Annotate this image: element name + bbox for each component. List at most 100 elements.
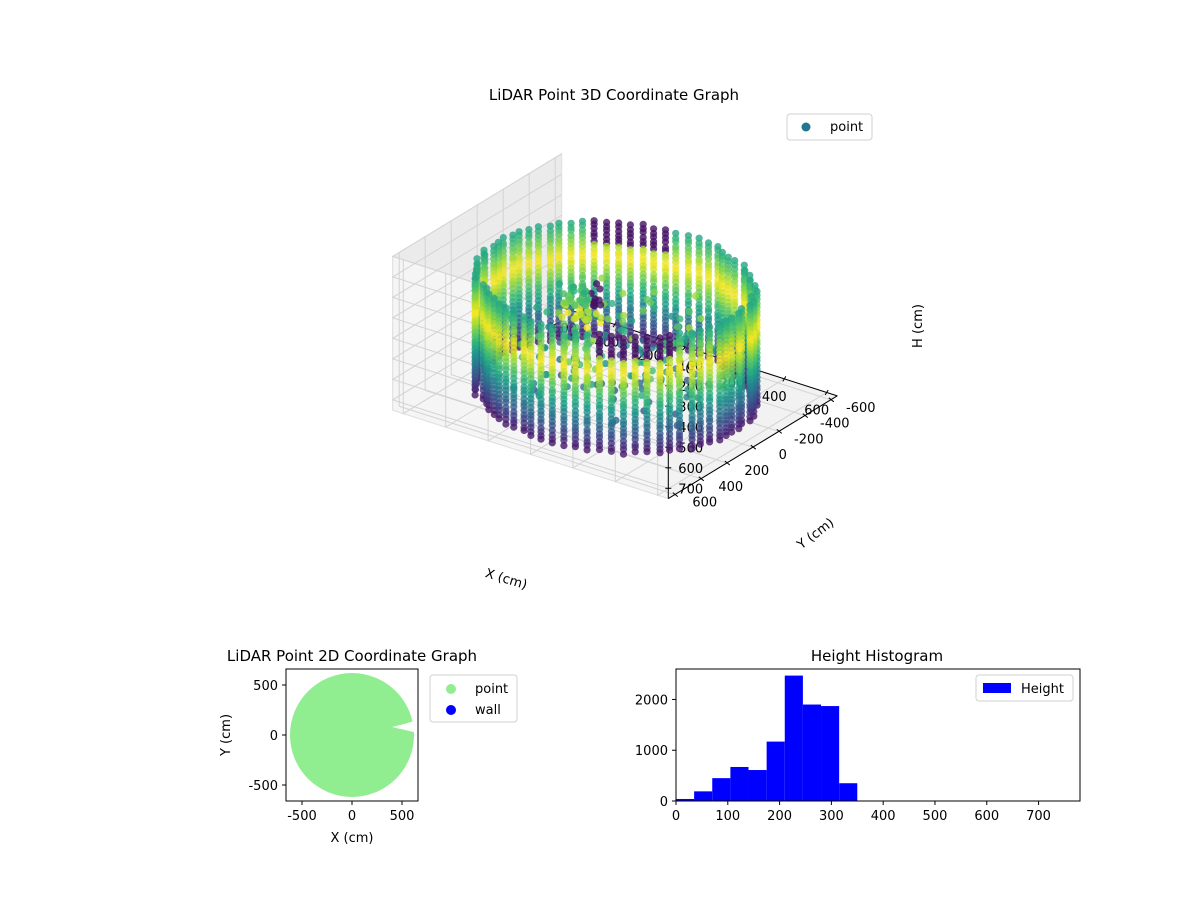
chart-3d-point bbox=[672, 229, 680, 237]
chart-3d-point bbox=[548, 380, 556, 389]
chart-3d-title: LiDAR Point 3D Coordinate Graph bbox=[489, 86, 739, 104]
chart-hist-y-tick-label: 1000 bbox=[635, 744, 668, 759]
chart-3d-point bbox=[562, 299, 570, 307]
chart-3d-point bbox=[697, 315, 705, 323]
chart-hist-x-tick-label: 300 bbox=[819, 809, 844, 824]
chart-3d-point bbox=[695, 267, 703, 275]
chart-3d-point bbox=[525, 270, 533, 278]
chart-3d-point bbox=[672, 238, 680, 246]
chart-3d-point bbox=[735, 366, 743, 375]
chart-hist-ticks: 0 100 200 300 400 500 600 700 0 1000 2000 bbox=[635, 693, 1051, 824]
chart-3d-point bbox=[525, 241, 533, 250]
chart-3d-point bbox=[650, 277, 658, 286]
chart-3d-point bbox=[560, 436, 568, 444]
chart-2d-y-tick-label: -500 bbox=[248, 779, 278, 794]
chart-hist-x-tick-label: 0 bbox=[672, 809, 680, 824]
chart-3d-point bbox=[471, 391, 479, 399]
chart-3d-point bbox=[692, 292, 700, 300]
chart-3d-point bbox=[595, 355, 604, 363]
chart-3d-point bbox=[520, 426, 528, 435]
chart-3d-point bbox=[485, 367, 493, 375]
chart-3d-point bbox=[716, 374, 724, 382]
chart-3d-point bbox=[684, 264, 693, 272]
chart-3d-point bbox=[672, 291, 680, 299]
chart-3d-point bbox=[631, 435, 639, 443]
chart-3d-x-tick bbox=[824, 389, 829, 396]
chart-2d-legend: point wall bbox=[429, 674, 518, 723]
chart-3d-y-tick bbox=[802, 413, 809, 418]
chart-3d-point bbox=[666, 446, 674, 454]
chart-3d-point bbox=[631, 382, 639, 390]
chart-3d-point bbox=[735, 425, 743, 433]
chart-3d-point bbox=[601, 360, 610, 368]
chart-3d-point bbox=[656, 404, 664, 412]
chart-3d-point bbox=[706, 417, 714, 425]
chart-3d-point bbox=[543, 308, 551, 316]
chart-hist-bar bbox=[730, 766, 749, 801]
chart-hist-bar bbox=[694, 791, 713, 801]
chart-3d-point bbox=[619, 318, 627, 326]
chart-3d-point bbox=[607, 447, 616, 455]
chart-hist-legend: Height bbox=[975, 674, 1074, 702]
chart-3d-point bbox=[676, 315, 684, 323]
chart-hist-bar bbox=[676, 798, 695, 801]
chart-3d-point bbox=[560, 408, 568, 416]
chart-2d-legend-wall-marker bbox=[446, 705, 456, 715]
chart-hist-bar bbox=[839, 783, 858, 801]
chart-2d-legend-point-label: point bbox=[475, 682, 508, 697]
chart-2d-x-tick-label: 500 bbox=[390, 809, 415, 824]
chart-3d-point bbox=[696, 440, 704, 448]
chart-3d-point bbox=[581, 301, 589, 309]
chart-3d-point bbox=[684, 301, 693, 309]
chart-3d-point bbox=[620, 312, 628, 320]
chart-3d-point bbox=[495, 357, 503, 365]
chart-3d-point bbox=[661, 255, 670, 263]
chart-3d-point bbox=[696, 342, 704, 350]
chart-3d-point bbox=[564, 309, 572, 317]
chart-3d-point bbox=[510, 329, 518, 337]
chart-3d-point bbox=[537, 390, 545, 398]
chart-3d-point bbox=[597, 301, 605, 309]
chart-3d-point bbox=[716, 387, 724, 395]
chart-3d-point bbox=[746, 276, 754, 284]
chart-3d-point bbox=[471, 274, 479, 283]
chart-3d-point bbox=[722, 431, 730, 440]
chart-3d-point bbox=[639, 228, 647, 236]
chart-3d-point bbox=[661, 283, 670, 291]
chart-3d-point bbox=[590, 331, 598, 339]
chart-3d-point bbox=[583, 367, 591, 375]
chart-3d-point bbox=[661, 238, 670, 246]
chart-3d-legend-label: point bbox=[830, 120, 863, 135]
chart-3d-point bbox=[592, 310, 600, 318]
chart-2d-legend-point-marker bbox=[446, 684, 456, 694]
chart-3d-point bbox=[639, 302, 647, 310]
chart-3d-point bbox=[527, 337, 535, 345]
chart-3d-point bbox=[533, 303, 541, 312]
chart-3d-point bbox=[722, 333, 730, 341]
chart-hist-x-tick-label: 200 bbox=[767, 809, 792, 824]
chart-3d-point bbox=[735, 379, 743, 387]
chart-3d-point bbox=[685, 308, 693, 316]
chart-3d-x-tick bbox=[782, 376, 787, 382]
chart-3d-point bbox=[595, 446, 604, 454]
chart-3d-point bbox=[548, 352, 556, 360]
chart-3d-y-tick bbox=[750, 444, 757, 450]
chart-3d-point bbox=[546, 263, 555, 271]
chart-3d-point bbox=[643, 361, 651, 369]
chart-3d-point bbox=[527, 345, 535, 353]
chart-2d-y-tick-label: 500 bbox=[253, 679, 278, 694]
chart-3d-point bbox=[706, 397, 714, 405]
chart-3d-point bbox=[520, 340, 528, 348]
chart-2d-legend-wall-label: wall bbox=[475, 703, 501, 718]
chart-3d-point bbox=[675, 445, 684, 453]
chart-hist-x-tick-label: 700 bbox=[1026, 809, 1051, 824]
chart-3d-point bbox=[722, 403, 730, 411]
chart-3d-point bbox=[631, 448, 639, 456]
chart-3d-point bbox=[696, 350, 704, 358]
chart-3d-point bbox=[648, 367, 656, 375]
chart-3d-point bbox=[490, 279, 498, 287]
chart-3d-point bbox=[695, 251, 703, 259]
chart-3d-point bbox=[570, 287, 578, 295]
chart-2d-point-disk bbox=[290, 673, 414, 797]
chart-3d-point bbox=[728, 341, 736, 349]
